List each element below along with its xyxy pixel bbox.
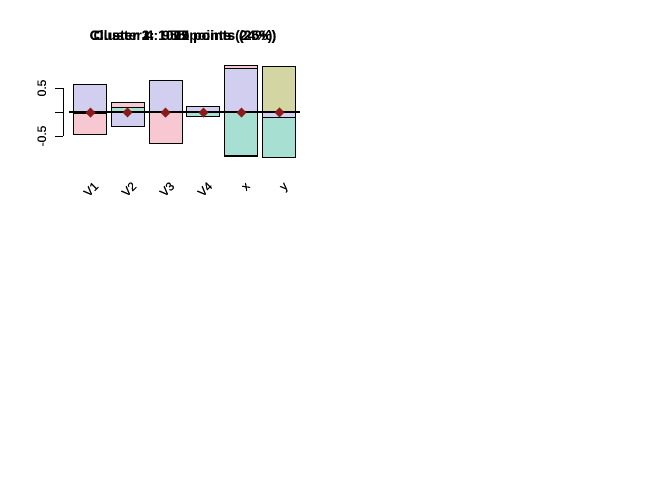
bar <box>262 65 296 112</box>
y-tick-label: -0.5 <box>35 125 49 147</box>
plot-area: 0.5 -0.5 V1 V2 V3 V4 x y <box>0 0 336 240</box>
y-axis-tick <box>55 136 63 138</box>
x-tick-label: V3 <box>156 179 178 200</box>
bar <box>148 80 183 112</box>
x-tick-label: V1 <box>81 179 102 200</box>
y-tick-label: 0.5 <box>35 79 49 97</box>
panel-title: Cluster 2: 1019 points (25%) <box>89 27 277 43</box>
bar <box>224 112 259 156</box>
bar <box>148 112 183 145</box>
x-tick-label: V2 <box>119 179 140 200</box>
bar <box>224 68 259 112</box>
x-tick-label: y <box>276 179 291 194</box>
x-tick-label: V4 <box>194 179 216 200</box>
y-axis-tick <box>55 112 63 113</box>
y-axis-tick <box>55 87 63 89</box>
panel-cluster-4: Cluster 4: 955 points (24%) 0.5 -0.5 V1 V2 V… <box>0 0 336 240</box>
bar <box>262 112 296 158</box>
panel-title: Cluster 4: 955 points (24%) <box>93 27 273 43</box>
x-tick-label: x <box>238 179 253 194</box>
panel-title: Cluster 1: 1021 points (26%) <box>89 27 277 43</box>
panel-title: Cluster 3: 1005 points (25%) <box>89 27 277 43</box>
y-axis-line <box>63 87 64 137</box>
